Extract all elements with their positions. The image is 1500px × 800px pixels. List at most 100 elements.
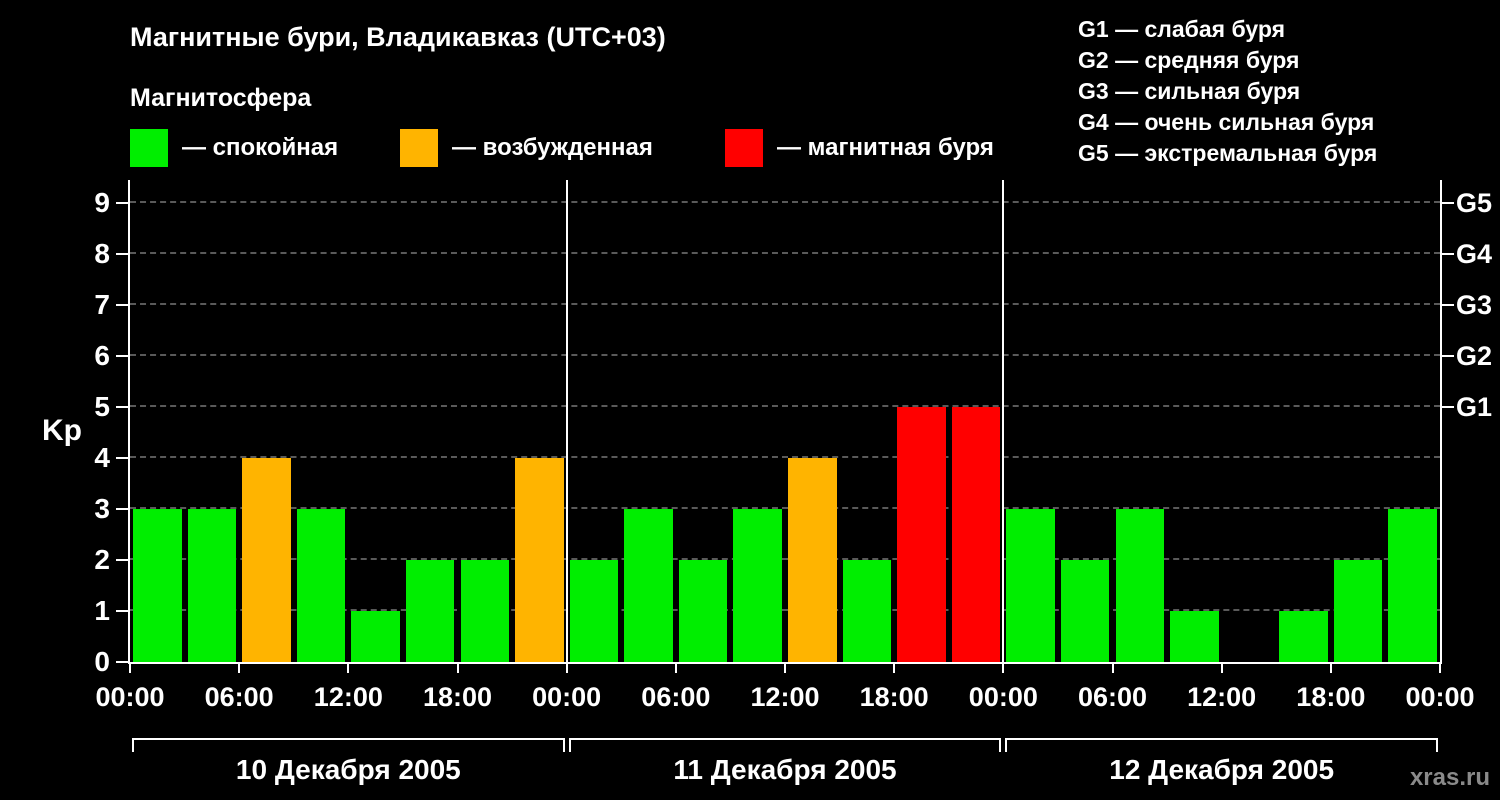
- legend-label-quiet: — спокойная: [182, 134, 339, 161]
- legend-item-storm: — магнитная буря: [725, 128, 994, 168]
- y-tick: [116, 610, 128, 612]
- kp-bar: [951, 406, 1001, 662]
- date-label: 11 Декабря 2005: [673, 754, 897, 785]
- kp-bar: [1006, 508, 1055, 662]
- x-tick-label: 18:00: [859, 682, 929, 712]
- y-tick-label: 6: [94, 339, 110, 371]
- kp-bar: [569, 560, 619, 662]
- legend-swatch-storm: [725, 129, 763, 167]
- date-label: 12 Декабря 2005: [1109, 754, 1335, 785]
- day-separator: [1002, 180, 1005, 662]
- date-bracket: [1005, 738, 1438, 752]
- x-tick-label: 00:00: [1405, 682, 1475, 712]
- x-tick: [1220, 662, 1223, 673]
- x-tick: [238, 662, 241, 673]
- y-tick-label: 8: [94, 237, 110, 269]
- watermark: xras.ru: [1409, 764, 1490, 791]
- g-tick: [1442, 405, 1454, 408]
- kp-bar: [187, 508, 237, 662]
- x-tick: [674, 662, 677, 673]
- gridline: [130, 558, 1440, 560]
- x-tick: [456, 662, 459, 673]
- x-tick: [1002, 662, 1005, 673]
- kp-bar: [897, 406, 946, 662]
- storm-scale-legend: G1 — слабая буря G2 — средняя буря G3 — …: [1078, 14, 1377, 169]
- legend-item-excited: — возбужденная: [400, 128, 653, 168]
- x-tick-label: 18:00: [422, 682, 493, 712]
- gridline: [130, 200, 1440, 203]
- kp-bar: [733, 508, 782, 662]
- kp-bar: [1279, 611, 1328, 662]
- x-tick: [1329, 662, 1332, 673]
- kp-bar: [678, 560, 728, 662]
- y-tick-label: 3: [94, 492, 110, 524]
- y-tick: [116, 507, 128, 510]
- gridline: [130, 251, 1440, 254]
- y-tick: [116, 303, 128, 306]
- g-tick: [1442, 252, 1454, 255]
- x-tick-label: 06:00: [1077, 682, 1148, 712]
- y-tick: [116, 559, 128, 561]
- g-scale-tick-label: G2: [1456, 340, 1493, 371]
- x-tick: [129, 662, 131, 673]
- gridline: [130, 404, 1440, 407]
- gridline: [130, 302, 1440, 305]
- kp-bar: [1060, 560, 1110, 662]
- legend-swatch-quiet: [130, 129, 168, 167]
- x-tick: [1111, 662, 1114, 673]
- y-tick-label: 0: [94, 646, 110, 677]
- y-tick: [116, 201, 128, 204]
- storm-scale-item-g5: G5 — экстремальная буря: [1078, 140, 1378, 166]
- x-tick: [1439, 662, 1441, 673]
- kp-bar: [296, 508, 346, 662]
- kp-bar: [842, 560, 892, 662]
- g-tick: [1442, 354, 1454, 357]
- storm-scale-item-g3: G3 — сильная буря: [1078, 78, 1301, 104]
- x-tick: [565, 662, 568, 673]
- kp-bar: [351, 611, 400, 662]
- y-tick: [116, 405, 128, 408]
- x-tick-label: 18:00: [1296, 682, 1366, 712]
- chart-subtitle: Магнитосфера: [130, 84, 312, 112]
- y-axis-label: Kp: [42, 414, 82, 447]
- gridline: [130, 353, 1440, 356]
- kp-bar: [1333, 560, 1383, 662]
- x-tick-label: 12:00: [1187, 682, 1257, 712]
- y-tick: [116, 354, 128, 357]
- y-axis-line: [128, 180, 130, 662]
- g-tick: [1442, 303, 1454, 306]
- g-scale-tick-label: G3: [1456, 289, 1493, 320]
- date-label: 10 Декабря 2005: [235, 754, 461, 785]
- x-tick-label: 12:00: [313, 682, 383, 712]
- y-tick-label: 4: [94, 441, 110, 473]
- kp-bar: [460, 560, 510, 662]
- right-axis-line: [1440, 180, 1442, 662]
- gridline: [130, 455, 1440, 458]
- kp-bar: [1170, 611, 1219, 662]
- kp-bar: [133, 508, 182, 662]
- y-tick-label: 9: [94, 186, 110, 218]
- plot-area: 0 1 2 3 4 5 6 7 8 9 G1 G2 G3 G4 G5 00:00 06:00 12:00 18:00…: [94, 180, 1492, 785]
- y-tick-label: 1: [94, 595, 110, 626]
- kp-bar: [1388, 508, 1437, 662]
- x-tick-label: 06:00: [204, 682, 274, 712]
- storm-scale-item-g4: G4 — очень сильная буря: [1078, 109, 1375, 135]
- kp-bar: [1115, 508, 1165, 662]
- y-tick: [116, 456, 128, 459]
- x-tick: [347, 662, 350, 673]
- x-tick: [893, 662, 896, 673]
- x-tick-label: 00:00: [532, 682, 602, 712]
- g-scale-tick-label: G1: [1456, 391, 1493, 422]
- legend-swatch-excited: [400, 129, 438, 167]
- kp-bar: [624, 508, 673, 662]
- g-scale-tick-label: G4: [1456, 238, 1493, 269]
- x-tick: [784, 662, 786, 673]
- x-tick-label: 12:00: [750, 682, 820, 712]
- date-bracket: [568, 738, 1002, 752]
- y-tick: [116, 661, 128, 663]
- storm-scale-item-g1: G1 — слабая буря: [1078, 16, 1286, 42]
- y-tick-label: 2: [94, 544, 110, 575]
- kp-bar: [515, 457, 564, 662]
- legend-item-quiet: — спокойная: [130, 128, 338, 168]
